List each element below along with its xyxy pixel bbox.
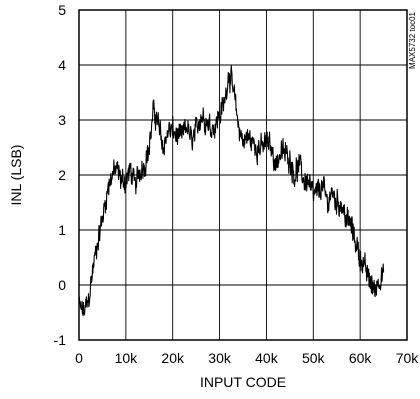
x-tick-label: 50k xyxy=(302,350,326,366)
y-tick-label: 3 xyxy=(58,112,66,128)
y-tick-label: 2 xyxy=(58,167,66,183)
y-tick-labels: -1 0 1 2 3 4 5 xyxy=(54,2,67,348)
x-tick-label: 70k xyxy=(396,350,420,366)
y-axis-title: INL (LSB) xyxy=(8,145,24,206)
x-tick-label: 60k xyxy=(349,350,373,366)
x-tick-labels: 0 10k 20k 30k 40k 50k 60k 70k xyxy=(75,350,419,366)
y-tick-label: 4 xyxy=(58,57,66,73)
inl-series-line xyxy=(78,65,385,317)
x-tick-label: 0 xyxy=(75,350,83,366)
grid-lines xyxy=(79,10,407,340)
x-tick-label: 20k xyxy=(161,350,185,366)
x-tick-label: 30k xyxy=(208,350,232,366)
y-tick-label: 1 xyxy=(58,222,66,238)
y-tick-label: 0 xyxy=(58,277,66,293)
y-tick-label: -1 xyxy=(54,332,67,348)
figure-code-label: MAX5732 toc01 xyxy=(408,11,417,68)
series-group xyxy=(78,65,385,317)
y-tick-label: 5 xyxy=(58,2,66,18)
x-axis-title: INPUT CODE xyxy=(200,374,286,390)
x-tick-label: 40k xyxy=(255,350,279,366)
plot-frame xyxy=(78,9,408,341)
x-tick-label: 10k xyxy=(115,350,139,366)
